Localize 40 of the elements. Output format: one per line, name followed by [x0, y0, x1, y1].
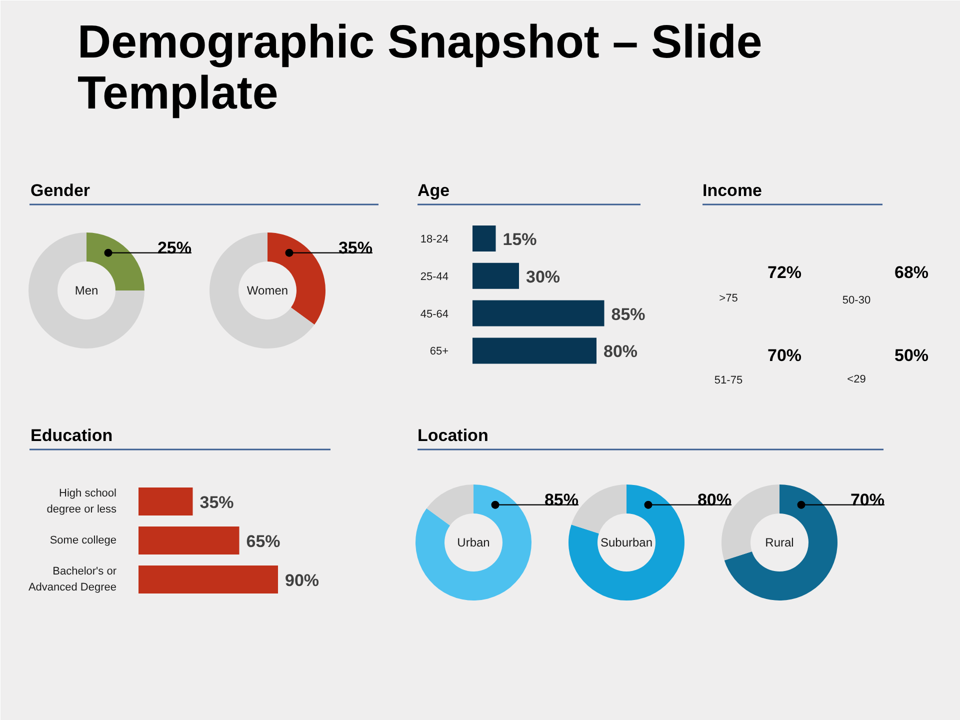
chart-title: Education	[30, 426, 113, 445]
data-label: 35%	[200, 493, 234, 512]
chart-title: Age	[418, 181, 450, 200]
category-label: >75	[719, 292, 738, 304]
data-label: 50%	[894, 346, 929, 365]
y-tick-label: 45-64	[420, 308, 449, 320]
slice-label: Men	[74, 284, 98, 298]
data-label: 72%	[768, 263, 802, 282]
text: Demographic Snapshot – Slide Template	[78, 16, 762, 118]
y-tick-label: Some college	[50, 534, 117, 546]
category-label: 51-75	[714, 374, 743, 386]
bar	[472, 338, 596, 364]
slice-label: Urban	[457, 536, 490, 550]
bar	[472, 262, 519, 289]
bar	[472, 300, 604, 326]
chart-title: Gender	[30, 181, 90, 200]
bar	[472, 226, 496, 252]
data-label: 85%	[544, 490, 579, 510]
y-tick-label: 25-44	[420, 270, 449, 283]
data-label: 65%	[246, 532, 280, 551]
y-tick-label: High school degree or less	[46, 488, 117, 516]
category-label: 50-30	[842, 294, 871, 306]
data-label: 85%	[611, 304, 646, 324]
data-label: 90%	[285, 571, 320, 590]
slice-label: Suburban	[600, 536, 653, 550]
data-label: 30%	[526, 267, 560, 286]
y-tick-label: 18-24	[420, 234, 449, 246]
text: Income	[702, 181, 762, 200]
data-label: 70%	[850, 490, 885, 510]
slice-label: Women	[246, 284, 288, 298]
data-label: 68%	[894, 263, 929, 282]
y-tick-label: 65+	[430, 346, 449, 358]
chart-title: Location	[418, 426, 488, 445]
data-label: 80%	[604, 342, 638, 362]
data-label: 15%	[502, 230, 537, 249]
slice-label: Rural	[765, 536, 794, 550]
category-label: <29	[847, 374, 866, 386]
y-tick-label: Bachelor's or Advanced Degree	[28, 566, 117, 594]
data-label: 70%	[768, 346, 802, 365]
data-label: 80%	[697, 490, 732, 510]
